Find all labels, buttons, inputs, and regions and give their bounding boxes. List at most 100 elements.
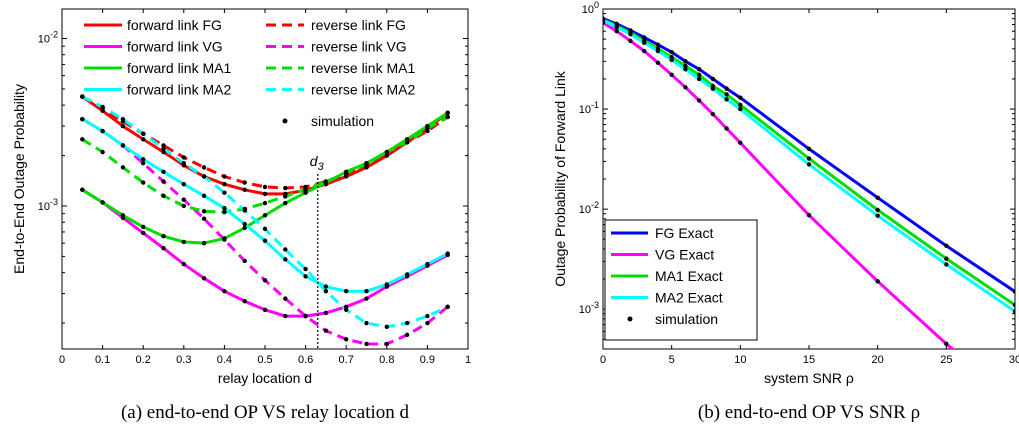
simulation-point xyxy=(425,261,430,267)
simulation-point xyxy=(262,238,268,243)
simulation-point xyxy=(141,157,146,162)
figure-caption: (b) end-to-end OP VS SNR ρ xyxy=(698,402,920,423)
simulation-point xyxy=(161,193,166,199)
simulation-point xyxy=(642,40,647,45)
simulation-point xyxy=(283,296,288,301)
simulation-point xyxy=(201,165,207,170)
simulation-point xyxy=(283,200,288,206)
simulation-point xyxy=(1012,309,1015,314)
x-tick-label: 0 xyxy=(600,354,606,366)
simulation-point xyxy=(344,288,349,294)
simulation-point xyxy=(222,190,227,195)
simulation-point xyxy=(364,161,369,167)
legend-swatch xyxy=(282,118,288,124)
simulation-point xyxy=(201,216,207,221)
simulation-point xyxy=(181,197,186,202)
simulation-point xyxy=(806,156,812,161)
legend-label: reverse link MA2 xyxy=(311,82,415,98)
simulation-point xyxy=(944,341,949,347)
simulation-point xyxy=(738,106,743,112)
simulation-point xyxy=(141,161,146,166)
simulation-point xyxy=(201,240,207,246)
figure-caption: (a) end-to-end OP VS relay location d xyxy=(121,402,410,423)
simulation-point xyxy=(404,272,410,277)
simulation-point xyxy=(303,313,308,319)
simulation-point xyxy=(120,116,126,122)
simulation-point xyxy=(181,161,186,166)
simulation-point xyxy=(724,126,729,131)
x-axis-label: system SNR ρ xyxy=(764,370,854,386)
simulation-point xyxy=(181,155,186,160)
simulation-point xyxy=(806,212,812,218)
simulation-point xyxy=(201,193,207,199)
simulation-point xyxy=(344,307,349,312)
simulation-point xyxy=(303,186,308,192)
y-tick-label: 10-3 xyxy=(38,197,58,213)
simulation-point xyxy=(262,184,268,190)
simulation-point xyxy=(262,307,268,312)
simulation-point xyxy=(683,59,688,64)
simulation-point xyxy=(655,48,661,54)
x-tick-label: 0.7 xyxy=(339,354,354,366)
series-layer xyxy=(603,16,1015,349)
simulation-point xyxy=(404,140,410,145)
simulation-point xyxy=(161,169,166,174)
legend-swatch xyxy=(627,316,633,322)
simulation-point xyxy=(283,247,288,252)
simulation-point xyxy=(100,128,105,134)
simulation-point xyxy=(724,92,729,97)
legend-label: VG Exact xyxy=(655,247,714,263)
simulation-point xyxy=(384,324,389,329)
y-tick-label: 10-3 xyxy=(579,300,599,316)
simulation-point xyxy=(161,245,166,251)
simulation-point xyxy=(161,179,166,184)
simulation-point xyxy=(323,310,329,316)
legend-label: reverse link MA1 xyxy=(311,60,415,76)
simulation-point xyxy=(425,313,430,319)
legend-label: forward link FG xyxy=(127,17,222,33)
simulation-point xyxy=(242,187,247,192)
simulation-point xyxy=(655,60,661,65)
simulation-point xyxy=(696,67,702,72)
simulation-point xyxy=(100,200,105,205)
simulation-point xyxy=(944,262,949,267)
simulation-point xyxy=(738,102,743,108)
legend-label: MA1 Exact xyxy=(655,268,723,284)
simulation-point xyxy=(445,304,450,310)
simulation-point xyxy=(404,320,410,326)
simulation-point xyxy=(806,162,812,167)
simulation-point xyxy=(120,213,126,218)
legend-label: reverse link FG xyxy=(311,17,406,33)
simulation-point xyxy=(710,111,716,117)
simulation-point xyxy=(323,284,329,289)
simulation-point xyxy=(738,95,743,100)
simulation-point xyxy=(384,341,389,347)
simulation-point xyxy=(242,258,247,264)
simulation-point xyxy=(669,57,674,63)
legend-label: reverse link VG xyxy=(311,39,407,55)
simulation-point xyxy=(603,18,606,23)
simulation-point xyxy=(100,149,105,155)
legend-label: forward link MA1 xyxy=(127,60,231,76)
chart-panel-b: 0 5 10 15 20 25 30 10-3 10-2 10-1 100 system SNR ρ O… xyxy=(552,0,1019,423)
legend-label: forward link VG xyxy=(127,39,223,55)
simulation-point xyxy=(710,86,716,91)
legend-label: simulation xyxy=(655,311,718,327)
simulation-point xyxy=(181,239,186,245)
y-tick-label: 10-1 xyxy=(579,100,599,116)
simulation-point xyxy=(303,190,308,195)
x-axis-label: relay location d xyxy=(218,370,312,386)
simulation-point xyxy=(262,191,268,197)
simulation-point xyxy=(283,313,288,319)
x-tick-label: 0.8 xyxy=(379,354,394,366)
simulation-point xyxy=(80,137,85,142)
simulation-point xyxy=(875,195,880,200)
simulation-point xyxy=(655,42,661,47)
simulation-point xyxy=(323,328,329,333)
simulation-point xyxy=(683,63,688,69)
simulation-point xyxy=(201,276,207,281)
simulation-point xyxy=(425,126,430,131)
legend-a: forward link FG forward link VG forward li… xyxy=(84,17,415,129)
simulation-point xyxy=(323,288,329,294)
x-tick-label: 0.6 xyxy=(298,354,313,366)
